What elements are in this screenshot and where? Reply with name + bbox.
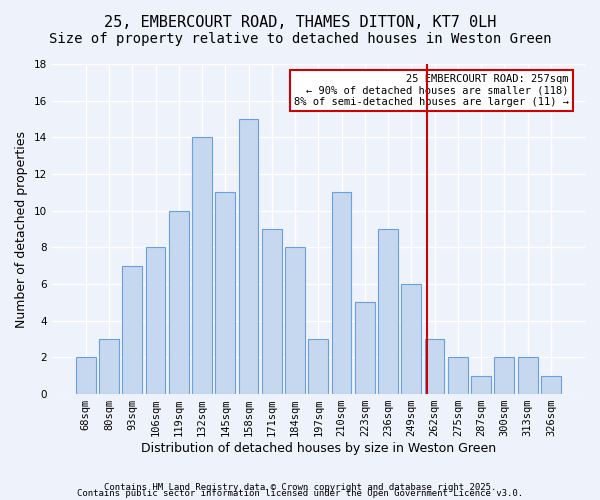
Bar: [99, 339, 119, 394]
Bar: [378, 229, 398, 394]
Bar: [355, 302, 375, 394]
Bar: [541, 376, 561, 394]
Bar: [262, 229, 282, 394]
Text: Contains public sector information licensed under the Open Government Licence v3: Contains public sector information licen…: [77, 490, 523, 498]
Bar: [169, 210, 188, 394]
Y-axis label: Number of detached properties: Number of detached properties: [15, 130, 28, 328]
Bar: [76, 358, 95, 394]
Bar: [494, 358, 514, 394]
Bar: [448, 358, 468, 394]
X-axis label: Distribution of detached houses by size in Weston Green: Distribution of detached houses by size …: [141, 442, 496, 455]
Bar: [122, 266, 142, 394]
Bar: [215, 192, 235, 394]
Bar: [471, 376, 491, 394]
Bar: [518, 358, 538, 394]
Text: 25, EMBERCOURT ROAD, THAMES DITTON, KT7 0LH: 25, EMBERCOURT ROAD, THAMES DITTON, KT7 …: [104, 15, 496, 30]
Bar: [192, 138, 212, 394]
Text: Size of property relative to detached houses in Weston Green: Size of property relative to detached ho…: [49, 32, 551, 46]
Bar: [425, 339, 445, 394]
Bar: [401, 284, 421, 394]
Text: 25 EMBERCOURT ROAD: 257sqm
← 90% of detached houses are smaller (118)
8% of semi: 25 EMBERCOURT ROAD: 257sqm ← 90% of deta…: [294, 74, 569, 107]
Text: Contains HM Land Registry data © Crown copyright and database right 2025.: Contains HM Land Registry data © Crown c…: [104, 484, 496, 492]
Bar: [308, 339, 328, 394]
Bar: [239, 119, 259, 394]
Bar: [285, 248, 305, 394]
Bar: [146, 248, 166, 394]
Bar: [332, 192, 352, 394]
